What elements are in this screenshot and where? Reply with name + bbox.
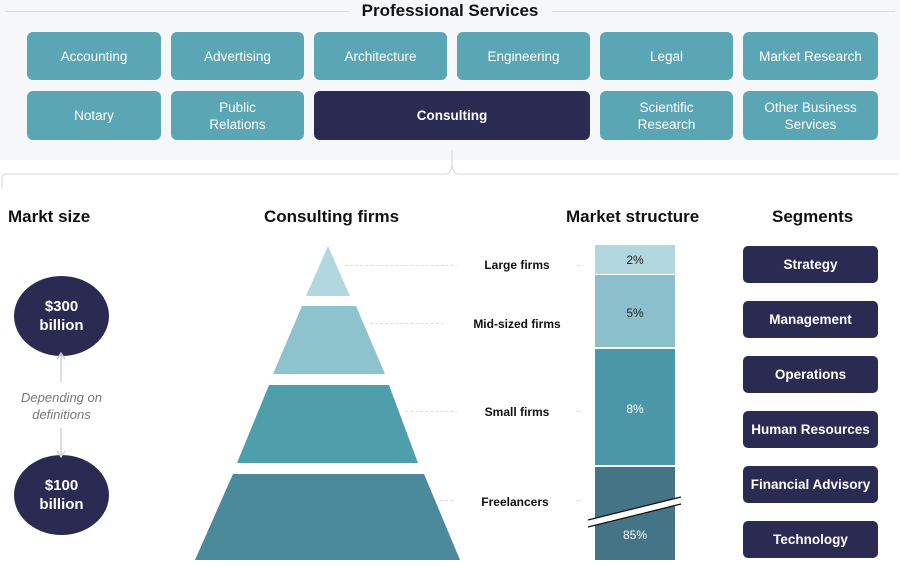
segment-operations[interactable]: Operations (743, 356, 878, 393)
double-arrow-icon (56, 352, 66, 458)
service-notary[interactable]: Notary (27, 91, 161, 140)
consulting-firms-heading: Consulting firms (264, 207, 400, 226)
service-advertising[interactable]: Advertising (171, 32, 304, 80)
bar-small: 8% (595, 349, 675, 465)
service-engineering[interactable]: Engineering (457, 32, 590, 80)
segment-management[interactable]: Management (743, 301, 878, 338)
pyramid-small (237, 385, 418, 463)
service-scientific-research[interactable]: Scientific Research (600, 91, 733, 140)
segment-technology[interactable]: Technology (743, 521, 878, 558)
divider (5, 11, 350, 12)
service-other-business[interactable]: Other Business Services (743, 91, 878, 140)
segment-human-resources[interactable]: Human Resources (743, 411, 878, 448)
segment-strategy[interactable]: Strategy (743, 246, 878, 283)
market-size-heading: Markt size (8, 207, 91, 226)
service-accounting[interactable]: Accounting (27, 32, 161, 80)
pyramid-large (306, 246, 350, 296)
label-freelancers: Freelancers (455, 495, 575, 509)
service-consulting[interactable]: Consulting (314, 91, 590, 140)
service-legal[interactable]: Legal (600, 32, 733, 80)
bar-mid: 5% (595, 275, 675, 347)
segments-heading: Segments (772, 207, 854, 226)
segment-financial-advisory[interactable]: Financial Advisory (743, 466, 878, 503)
label-large-firms: Large firms (457, 258, 577, 272)
bar-large: 2% (595, 245, 675, 274)
bracket (1, 150, 898, 188)
pyramid-freelancers (195, 474, 460, 560)
pyramid-mid (273, 306, 385, 374)
service-market-research[interactable]: Market Research (743, 32, 878, 80)
service-public-relations[interactable]: Public Relations (171, 91, 304, 140)
label-small-firms: Small firms (457, 405, 577, 419)
service-architecture[interactable]: Architecture (314, 32, 447, 80)
market-size-low: $100 billion (14, 455, 109, 535)
page-title: Professional Services (361, 1, 539, 20)
market-structure-heading: Market structure (566, 207, 700, 226)
axis-break-icon (587, 496, 682, 528)
market-size-note: Depending on definitions (21, 390, 102, 422)
divider (552, 11, 895, 12)
market-size-high: $300 billion (14, 276, 109, 356)
label-mid-firms: Mid-sized firms (443, 317, 591, 331)
